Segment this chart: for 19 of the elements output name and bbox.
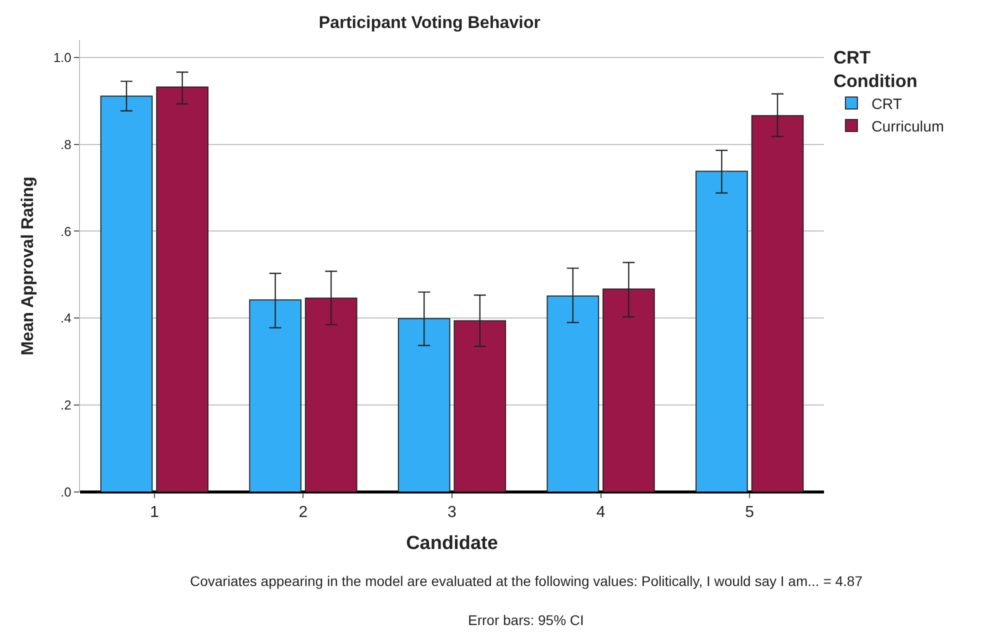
text: Covariates appearing in the model are evaluated at the following values: Politically, I would say I am... = 4.87 <box>190 573 863 589</box>
x-tick-label: 4 <box>596 504 606 522</box>
y-tick-label: .0 <box>60 484 72 500</box>
legend-label: CRT <box>871 96 902 113</box>
y-tick-label: 1.0 <box>53 50 72 65</box>
y-tick-label: .4 <box>60 310 72 326</box>
legend-title: CRT Condition <box>833 47 918 91</box>
y-tick-label: .2 <box>60 398 72 413</box>
text: Error bars: 95% CI <box>468 612 584 628</box>
x-tick-label: 5 <box>745 504 754 522</box>
x-tick-label: 1 <box>150 504 159 522</box>
x-axis-title: Candidate <box>406 533 498 554</box>
legend-label: Curriculum <box>871 118 944 136</box>
x-tick-label: 3 <box>448 504 457 522</box>
y-tick-label: .8 <box>60 136 72 152</box>
x-tick-label: 2 <box>298 504 308 522</box>
y-tick-label: .6 <box>60 224 72 239</box>
chart-title: Participant Voting Behavior <box>318 12 541 32</box>
y-axis-title: Mean Approval Rating <box>18 176 37 356</box>
